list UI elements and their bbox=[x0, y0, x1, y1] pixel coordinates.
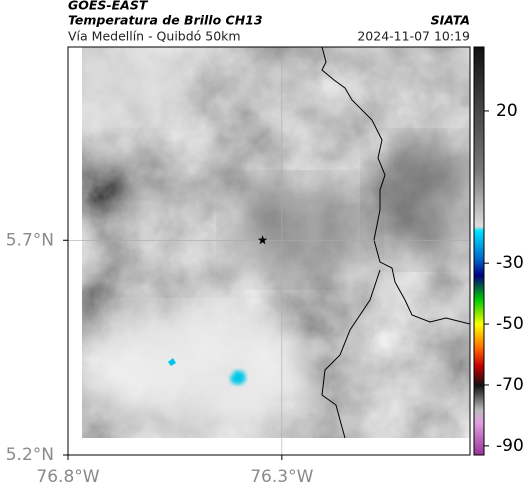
colorbar-label: -70 bbox=[496, 375, 524, 395]
satellite-image bbox=[82, 47, 470, 438]
x-tick-label: 76.8°W bbox=[36, 467, 99, 487]
x-tick-label: 76.3°W bbox=[250, 467, 313, 487]
border-line bbox=[321, 47, 470, 325]
datetime: 2024-11-07 10:19 bbox=[357, 29, 470, 44]
colorbar-label: -50 bbox=[496, 314, 524, 334]
colorbar-label: -90 bbox=[496, 436, 524, 456]
location-marker bbox=[257, 235, 268, 245]
colorbar-label: 20 bbox=[496, 101, 518, 121]
map-frame bbox=[67, 46, 471, 456]
source-title: GOES-EAST bbox=[68, 0, 149, 13]
y-tick-label: 5.2°N bbox=[6, 445, 54, 465]
product-title: Temperatura de Brillo CH13 bbox=[68, 13, 263, 28]
y-tick-label: 5.7°N bbox=[6, 230, 54, 250]
organization: SIATA bbox=[431, 13, 470, 28]
cold-cloud bbox=[168, 358, 176, 366]
border-line bbox=[321, 269, 381, 438]
route-label: Vía Medellín - Quibdó 50km bbox=[68, 29, 241, 44]
cold-cloud bbox=[230, 370, 246, 385]
colorbar bbox=[473, 46, 485, 456]
colorbar-label: -30 bbox=[496, 253, 524, 273]
